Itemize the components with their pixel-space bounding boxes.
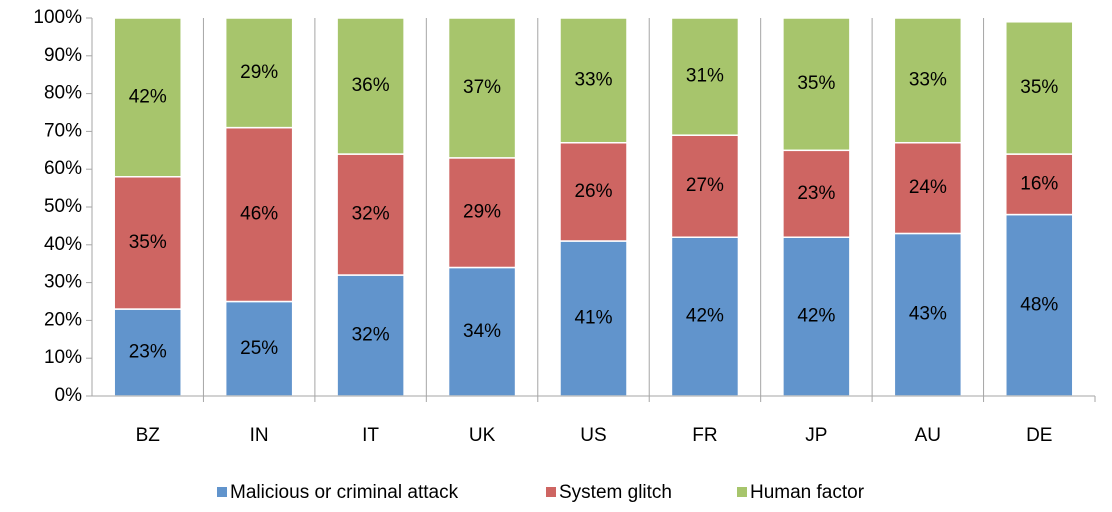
data-label: 27% <box>686 175 724 196</box>
y-tick-label: 10% <box>44 347 82 368</box>
y-tick-label: 60% <box>44 158 82 179</box>
bar-segment <box>559 141 628 242</box>
bar-segment <box>670 17 740 136</box>
bar-segment <box>893 141 963 235</box>
x-tick-label: AU <box>915 425 941 446</box>
data-label: 23% <box>797 183 835 204</box>
x-tick-label: IN <box>250 425 269 446</box>
y-tick-label: 30% <box>44 272 82 293</box>
data-label: 16% <box>1020 173 1058 194</box>
data-label: 42% <box>686 306 724 327</box>
data-label: 35% <box>797 73 835 94</box>
data-label: 36% <box>352 75 390 96</box>
bar-segment <box>893 17 963 144</box>
x-tick-label: IT <box>362 425 379 446</box>
data-label: 24% <box>909 177 947 198</box>
y-tick-label: 100% <box>33 7 82 28</box>
legend-swatch <box>546 487 556 497</box>
data-label: 33% <box>574 69 612 90</box>
legend-label: Malicious or criminal attack <box>230 482 459 503</box>
bar-segment <box>1005 21 1074 155</box>
data-label: 42% <box>797 306 835 327</box>
bar-segment <box>1005 153 1074 216</box>
data-label: 41% <box>574 308 612 329</box>
x-tick-label: FR <box>692 425 717 446</box>
bar-segment <box>447 17 517 159</box>
bar-segment <box>893 232 963 397</box>
x-tick-label: UK <box>469 425 496 446</box>
data-label: 32% <box>352 325 390 346</box>
data-label: 37% <box>463 77 501 98</box>
data-label: 46% <box>240 204 278 225</box>
data-label: 35% <box>1020 77 1058 98</box>
data-label: 48% <box>1020 294 1058 315</box>
y-tick-label: 40% <box>44 234 82 255</box>
data-label: 32% <box>352 204 390 225</box>
bar-segment <box>336 274 405 397</box>
data-label: 25% <box>240 338 278 359</box>
data-label: 29% <box>463 202 501 223</box>
legend-label: System glitch <box>559 482 672 503</box>
data-label: 35% <box>129 232 167 253</box>
bar-segment <box>670 134 740 238</box>
bar-segment <box>336 153 405 276</box>
x-tick-label: DE <box>1026 425 1052 446</box>
y-tick-label: 70% <box>44 120 82 141</box>
bar-segment <box>782 17 851 152</box>
data-label: 31% <box>686 66 724 87</box>
data-label: 33% <box>909 69 947 90</box>
data-label: 34% <box>463 321 501 342</box>
legend-swatch <box>737 487 747 497</box>
x-tick-label: JP <box>805 425 827 446</box>
data-label: 26% <box>574 181 612 202</box>
y-tick-label: 0% <box>55 385 83 406</box>
bar-segment <box>224 126 294 303</box>
data-label: 43% <box>909 304 947 325</box>
bar-segment <box>113 17 182 178</box>
bar-segment <box>113 176 182 310</box>
y-tick-label: 80% <box>44 83 82 104</box>
legend-label: Human factor <box>750 482 865 503</box>
bar-segment <box>224 17 294 129</box>
data-label: 29% <box>240 62 278 83</box>
y-tick-label: 20% <box>44 309 82 330</box>
bar-segment <box>670 236 740 397</box>
y-tick-label: 90% <box>44 45 82 66</box>
bar-segment <box>559 17 628 144</box>
legend-swatch <box>217 487 227 497</box>
data-label: 42% <box>129 86 167 107</box>
bar-segment <box>782 149 851 238</box>
x-tick-label: BZ <box>136 425 161 446</box>
bar-segment <box>336 17 405 155</box>
x-tick-label: US <box>580 425 606 446</box>
y-tick-label: 50% <box>44 196 82 217</box>
data-label: 23% <box>129 342 167 363</box>
